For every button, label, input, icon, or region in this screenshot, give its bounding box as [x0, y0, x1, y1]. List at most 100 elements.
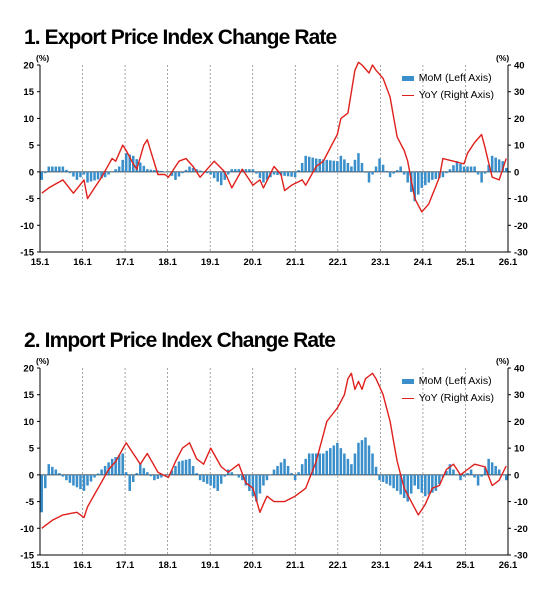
mom-bar	[494, 157, 497, 172]
chart-title: 2. Import Price Index Change Rate	[24, 329, 336, 352]
mom-bar	[476, 474, 480, 486]
mom-bar	[367, 171, 371, 183]
x-tick-label: 22.1	[329, 257, 348, 268]
mom-bar	[304, 155, 307, 172]
mom-bar	[262, 171, 265, 183]
mom-bar	[195, 169, 198, 172]
mom-bar	[93, 474, 96, 478]
mom-bar	[392, 474, 395, 489]
mom-bar	[54, 469, 58, 475]
mom-bar	[462, 166, 466, 172]
import-chart-plot: 15.1 16.1 17.1 18.1 19.1 20.1 21.1 22.1 23.1 24.1…	[20, 356, 528, 571]
mom-bar	[406, 474, 409, 502]
mom-bar	[490, 462, 494, 475]
left-tick-label: 5	[29, 444, 35, 455]
left-tick-label: -10	[20, 221, 34, 232]
right-axis-unit: (%)	[496, 356, 509, 366]
mom-bar	[480, 474, 483, 477]
mom-bar	[226, 171, 230, 175]
mom-bar	[321, 453, 325, 475]
mom-bar	[96, 171, 100, 180]
mom-bar	[346, 458, 350, 475]
mom-bar	[205, 474, 209, 484]
mom-bar	[385, 474, 388, 484]
right-tick-label: -30	[514, 551, 528, 562]
mom-bar	[325, 159, 329, 172]
mom-bar	[272, 469, 276, 475]
mom-bar	[402, 171, 406, 175]
mom-bar	[276, 465, 279, 475]
right-tick-label: -30	[514, 248, 528, 259]
mom-bar	[191, 465, 195, 475]
mom-bar	[51, 166, 54, 172]
mom-bar	[258, 171, 262, 179]
mom-bar	[251, 169, 255, 172]
mom-bar	[455, 161, 459, 172]
mom-bar	[353, 453, 357, 475]
mom-bar	[139, 464, 142, 475]
export-chart-plot: 15.1 16.1 17.1 18.1 19.1 20.1 21.1 22.1 23.1 24.1…	[20, 53, 528, 268]
mom-bar	[248, 169, 251, 172]
left-tick-label: 10	[23, 417, 34, 428]
mom-bar	[114, 457, 117, 475]
mom-bar	[262, 474, 265, 486]
right-tick-label: 20	[514, 417, 525, 428]
right-tick-label: -10	[514, 194, 528, 205]
x-tick-label: 23.1	[371, 560, 390, 571]
mom-bar	[417, 171, 420, 195]
mom-bar	[209, 474, 212, 486]
mom-bar	[420, 474, 424, 493]
x-tick-label: 25.1	[456, 560, 475, 571]
mom-bar	[121, 453, 124, 475]
mom-bar	[307, 453, 311, 475]
mom-bar	[367, 445, 371, 475]
mom-bar	[75, 171, 79, 180]
mom-bar	[248, 474, 251, 491]
mom-bar	[395, 170, 399, 172]
mom-bar	[135, 473, 139, 475]
left-tick-label: 15	[23, 87, 34, 98]
x-tick-label: 20.1	[243, 257, 262, 268]
mom-bar	[395, 474, 399, 491]
mom-bar	[466, 473, 469, 475]
mom-bar	[490, 155, 494, 172]
mom-bar	[473, 166, 476, 172]
chart-legend: MoM (Left Axis) YoY (Right Axis)	[401, 70, 494, 104]
left-tick-label: 20	[23, 364, 34, 375]
mom-bar	[311, 453, 314, 475]
left-tick-label: -5	[26, 497, 35, 508]
mom-bar	[191, 167, 195, 172]
legend-label-mom: MoM (Left Axis)	[418, 72, 492, 84]
left-tick-label: -15	[20, 551, 34, 562]
mom-bar	[255, 171, 258, 174]
mom-bar	[100, 469, 103, 475]
mom-bar	[406, 171, 409, 183]
mom-bar	[223, 171, 227, 180]
mom-bar	[325, 450, 329, 475]
mom-bar	[434, 171, 438, 179]
legend-label-mom: MoM (Left Axis)	[418, 375, 492, 387]
mom-bar	[44, 474, 47, 489]
left-tick-label: -5	[26, 194, 35, 205]
mom-bar	[58, 166, 61, 172]
mom-bar	[300, 464, 304, 475]
mom-bar	[290, 473, 293, 475]
mom-bar	[374, 166, 378, 172]
mom-bar	[424, 171, 427, 186]
mom-bar	[487, 458, 490, 475]
mom-bar	[40, 474, 44, 513]
mom-bar	[51, 466, 54, 475]
mom-bar	[364, 171, 367, 173]
mom-bar	[339, 155, 343, 172]
mom-bar	[153, 474, 156, 481]
mom-bar	[466, 166, 469, 172]
mom-bar	[212, 171, 216, 179]
legend-label-yoy: YoY (Right Axis)	[418, 392, 494, 404]
right-tick-label: 20	[514, 114, 525, 125]
mom-bar	[413, 474, 417, 486]
x-tick-label: 16.1	[73, 560, 92, 571]
mom-bar	[184, 459, 188, 475]
mom-bar	[121, 159, 124, 172]
x-tick-label: 17.1	[116, 560, 135, 571]
mom-bar	[297, 472, 300, 475]
